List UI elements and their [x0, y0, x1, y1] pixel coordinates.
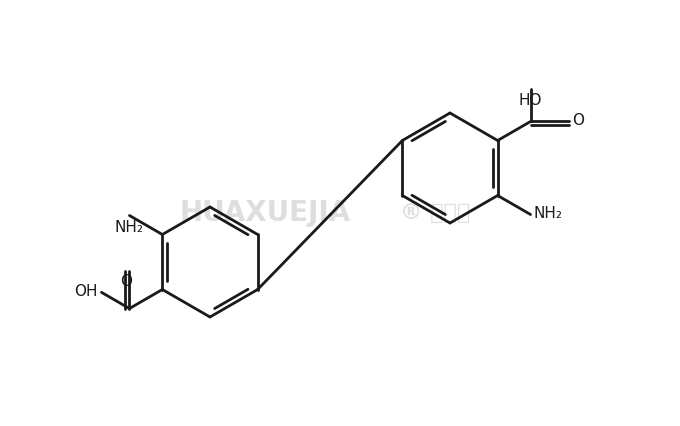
Text: HO: HO	[519, 93, 542, 108]
Text: NH₂: NH₂	[115, 221, 144, 236]
Text: NH₂: NH₂	[534, 206, 562, 221]
Text: O: O	[573, 113, 585, 128]
Text: HUAXUEJIA: HUAXUEJIA	[180, 199, 351, 227]
Text: O: O	[120, 274, 133, 290]
Text: ® 化学加: ® 化学加	[400, 203, 471, 223]
Text: OH: OH	[74, 284, 97, 299]
